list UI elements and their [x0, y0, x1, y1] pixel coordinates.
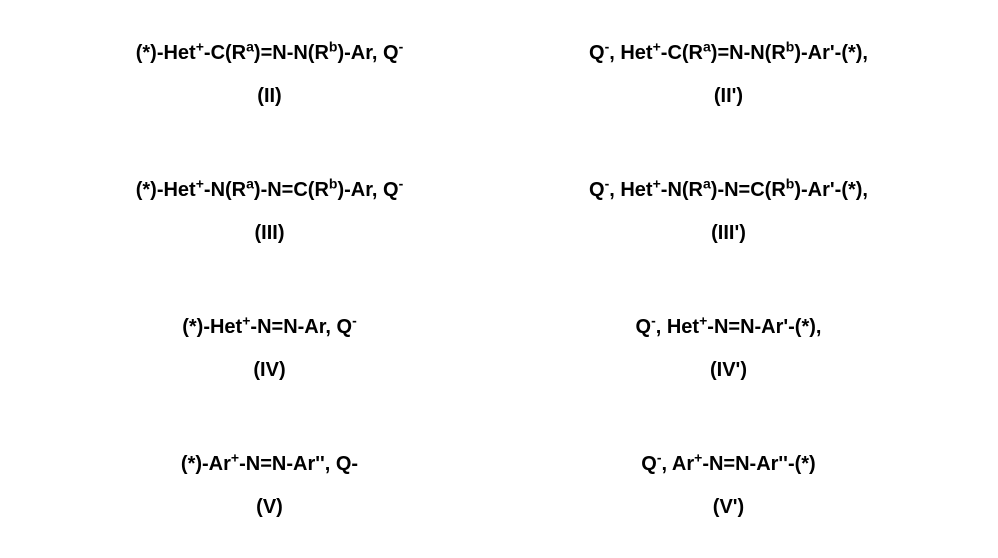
label-III: (III) — [255, 222, 285, 245]
formula-III: (*)-Het+-N(Ra)-N=C(Rb)-Ar, Q- — [136, 176, 404, 204]
formula-V: (*)-Ar+-N=N-Ar'', Q- — [181, 450, 358, 478]
cell-Vprime: Q-, Ar+-N=N-Ar''-(*) (V') — [519, 431, 938, 538]
label-IVprime: (IV') — [710, 359, 747, 382]
formula-IIIprime: Q-, Het+-N(Ra)-N=C(Rb)-Ar'-(*), — [589, 176, 868, 204]
label-IV: (IV) — [253, 359, 285, 382]
label-IIprime: (II') — [714, 85, 743, 108]
label-Vprime: (V') — [713, 496, 744, 519]
cell-IV: (*)-Het+-N=N-Ar, Q- (IV) — [60, 294, 479, 401]
cell-V: (*)-Ar+-N=N-Ar'', Q- (V) — [60, 431, 479, 538]
cell-IIprime: Q-, Het+-C(Ra)=N-N(Rb)-Ar'-(*), (II') — [519, 20, 938, 127]
formula-grid: (*)-Het+-C(Ra)=N-N(Rb)-Ar, Q- (II) Q-, H… — [60, 20, 938, 538]
formula-IVprime: Q-, Het+-N=N-Ar'-(*), — [636, 313, 822, 341]
label-II: (II) — [257, 85, 281, 108]
formula-IV: (*)-Het+-N=N-Ar, Q- — [182, 313, 357, 341]
cell-II: (*)-Het+-C(Ra)=N-N(Rb)-Ar, Q- (II) — [60, 20, 479, 127]
cell-III: (*)-Het+-N(Ra)-N=C(Rb)-Ar, Q- (III) — [60, 157, 479, 264]
label-IIIprime: (III') — [711, 222, 746, 245]
formula-IIprime: Q-, Het+-C(Ra)=N-N(Rb)-Ar'-(*), — [589, 39, 868, 67]
cell-IIIprime: Q-, Het+-N(Ra)-N=C(Rb)-Ar'-(*), (III') — [519, 157, 938, 264]
formula-Vprime: Q-, Ar+-N=N-Ar''-(*) — [641, 450, 815, 478]
label-V: (V) — [256, 496, 283, 519]
cell-IVprime: Q-, Het+-N=N-Ar'-(*), (IV') — [519, 294, 938, 401]
formula-II: (*)-Het+-C(Ra)=N-N(Rb)-Ar, Q- — [136, 39, 404, 67]
